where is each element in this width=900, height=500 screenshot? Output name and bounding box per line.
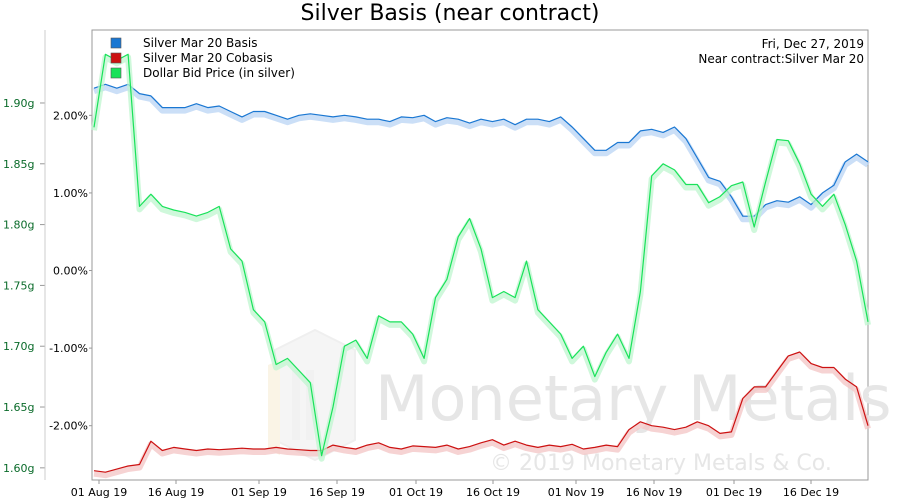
- series-layer: [91, 53, 871, 479]
- x-tick-label: 01 Dec 19: [706, 486, 762, 499]
- info-date: Fri, Dec 27, 2019: [762, 37, 864, 51]
- mid-tick-label: 1.00%: [53, 187, 88, 200]
- left-tick-label: 1.60g: [3, 462, 34, 475]
- left-tick-label: 1.75g: [3, 279, 34, 292]
- info-contract: Near contract:Silver Mar 20: [698, 52, 864, 66]
- legend-swatch: [110, 37, 122, 49]
- series-glow: [93, 352, 871, 479]
- watermark-copyright: © 2019 Monetary Metals & Co.: [490, 451, 832, 476]
- legend-label: Silver Mar 20 Cobasis: [143, 51, 273, 65]
- legend-swatch: [110, 52, 122, 64]
- legend-label: Silver Mar 20 Basis: [143, 36, 257, 50]
- watermark: Monetary Metals © 2019 Monetary Metals &…: [268, 328, 892, 476]
- x-tick-label: 16 Dec 19: [783, 486, 839, 499]
- x-tick-label: 16 Aug 19: [148, 486, 204, 499]
- series-line: [93, 351, 869, 473]
- mid-tick-label: 0.00%: [53, 265, 88, 278]
- x-tick-label: 16 Oct 19: [466, 486, 520, 499]
- legend-swatch: [110, 67, 122, 79]
- x-axis: 01 Aug 19 16 Aug 19 01 Sep 19 16 Sep 19 01 O…: [71, 480, 839, 499]
- left-tick-label: 1.85g: [3, 158, 34, 171]
- series-glow: [93, 84, 870, 223]
- left-axis: 1.90g 1.85g 1.80g 1.75g 1.70g 1.65g 1.60g: [3, 30, 46, 480]
- series-0: [93, 83, 870, 223]
- x-tick-label: 01 Sep 19: [231, 486, 287, 499]
- left-tick-label: 1.70g: [3, 340, 34, 353]
- x-tick-label: 01 Nov 19: [548, 486, 604, 499]
- series-1: [93, 351, 871, 479]
- mid-tick-label: 2.00%: [53, 109, 88, 122]
- watermark-brand: Monetary Metals: [375, 362, 892, 435]
- left-tick-label: 1.90g: [3, 97, 34, 110]
- legend-label: Dollar Bid Price (in silver): [143, 66, 295, 80]
- x-tick-label: 01 Aug 19: [71, 486, 127, 499]
- mid-tick-label: -1.00%: [49, 342, 88, 355]
- series-glow: [91, 54, 871, 462]
- left-tick-label: 1.65g: [3, 401, 34, 414]
- x-tick-label: 16 Nov 19: [626, 486, 682, 499]
- x-tick-label: 01 Oct 19: [389, 486, 443, 499]
- series-line: [93, 83, 869, 217]
- x-tick-label: 16 Sep 19: [309, 486, 365, 499]
- chart-title: Silver Basis (near contract): [301, 1, 600, 26]
- mid-axis: 2.00% 1.00% 0.00% -1.00% -2.00%: [49, 109, 92, 433]
- series-2: [91, 53, 871, 462]
- watermark-logo: [268, 328, 356, 462]
- mid-tick-label: -2.00%: [49, 420, 88, 433]
- series-line: [93, 53, 869, 457]
- left-tick-label: 1.80g: [3, 219, 34, 232]
